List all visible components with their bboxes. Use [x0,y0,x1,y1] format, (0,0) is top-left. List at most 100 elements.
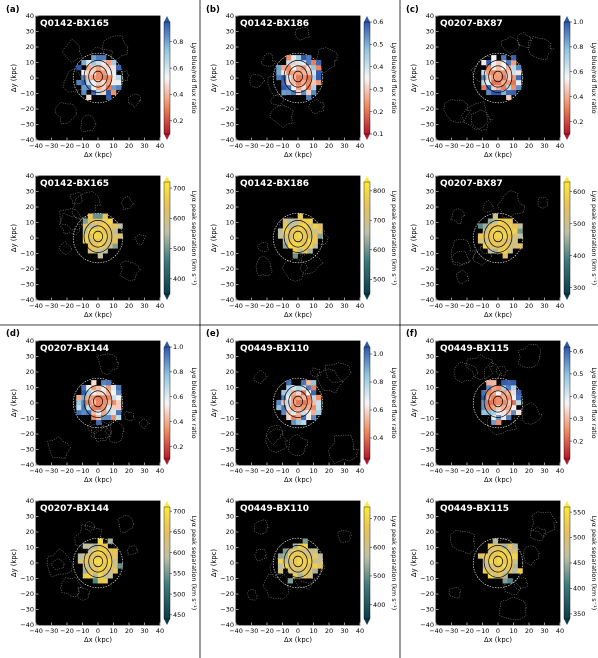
y-tick-label: 0 [430,74,434,82]
y-tick-label: −20 [420,105,434,113]
y-axis-label: Δy (kpc) [210,389,218,417]
map-pixel [92,218,98,224]
map-pixel [292,543,298,549]
outer-contour [472,52,524,104]
y-tick-label: −40 [220,621,234,629]
y-tick-label: 10 [426,544,434,552]
outer-contour [272,377,324,429]
map-pixel [507,238,513,244]
map-pixel [502,568,508,574]
map-pixel [302,228,308,234]
colorbar-tick-label: 0.6 [573,348,583,356]
y-tick-label: −40 [220,136,234,144]
y-tick-label: 20 [26,368,34,376]
map-pixel [492,568,498,574]
map-pixel [501,380,507,386]
colorbar-extend-top [164,501,170,507]
y-tick-label: 10 [26,219,34,227]
inner-contour [483,385,513,418]
map-pixel [276,404,282,411]
y-tick-label: 0 [30,559,34,567]
colorbar-tick-label: 400 [573,252,585,260]
outer-contour [449,530,476,555]
x-tick-label: 10 [309,627,317,635]
y-tick-label: −40 [220,461,234,469]
x-tick-label: 10 [309,302,317,310]
map-pixel [506,79,512,86]
map-pixel [316,79,322,86]
map-pixel [111,414,117,421]
colorbar-tick-label: 0.6 [173,393,183,401]
outer-contour [134,233,146,246]
map-pixel [297,568,303,574]
outer-contour [328,434,359,464]
map-pixel [502,228,508,234]
map-pixel [291,55,297,61]
map-pixel [501,385,507,391]
y-tick-label: −40 [420,136,434,144]
map-pixel [511,74,517,81]
outer-contour [521,402,543,425]
colorbar-tick-label: 0.5 [573,370,583,378]
map-pixel [116,79,122,86]
map-pixel [491,385,497,391]
map-pixel [116,390,122,396]
map-pixel [312,228,318,234]
map-pixel [291,404,297,411]
inner-contour [92,230,103,243]
colorbar [163,181,171,295]
map-pixel [487,228,494,234]
map-pixel [102,218,108,224]
map-pixel [312,558,318,564]
map-pixel [491,60,497,66]
x-tick-label: −20 [60,467,74,475]
map-pixel [486,404,492,411]
map-pixel [277,568,284,574]
map-pixel [477,238,484,244]
map-pixel [276,69,282,76]
colorbar [563,506,571,620]
map-pixel [297,573,303,579]
map-pixel [91,394,97,401]
outer-contour [257,241,270,253]
map-pixel [296,399,302,406]
map-pixel [302,573,308,579]
map-pixel [102,238,108,244]
map-pixel [512,233,518,239]
inner-contour [88,65,108,88]
y-tick-label: −20 [20,265,34,273]
colorbar-tick-label: 400 [373,601,385,609]
colorbar [363,346,371,460]
map-pixel [102,243,108,249]
map-pixel [306,84,312,91]
map-pixel [486,409,492,416]
y-axis-label: Δy (kpc) [210,64,218,92]
map-pixel [286,394,292,401]
map-pixel [486,390,492,396]
map-pixel [497,228,503,234]
x-axis-label: Δx (kpc) [84,476,112,484]
y-tick-label: 30 [426,513,434,521]
map-pixel [286,414,292,421]
outer-contour [261,52,277,67]
panel-title: Q0449-BX115 [440,504,509,514]
map-pixel [506,65,512,71]
outer-contour [54,102,78,124]
inner-contour [83,545,113,578]
y-tick-label: 30 [226,353,234,361]
map-pixel [76,79,82,86]
map-pixel [297,248,303,254]
map-pixel [502,253,508,259]
map-pixel [506,84,512,91]
map-pixel [102,543,108,549]
map-pixel [107,573,113,579]
colorbar-tick-label: 700 [373,515,385,523]
map-pixel [311,409,317,416]
x-tick-label: 30 [140,302,148,310]
map-pixel [292,228,298,234]
outer-contour [272,52,324,104]
map-pixel [511,409,517,416]
colorbar-tick-label: 0.2 [173,443,183,451]
y-tick-label: 40 [226,12,234,20]
colorbar-extend-top [164,16,170,22]
